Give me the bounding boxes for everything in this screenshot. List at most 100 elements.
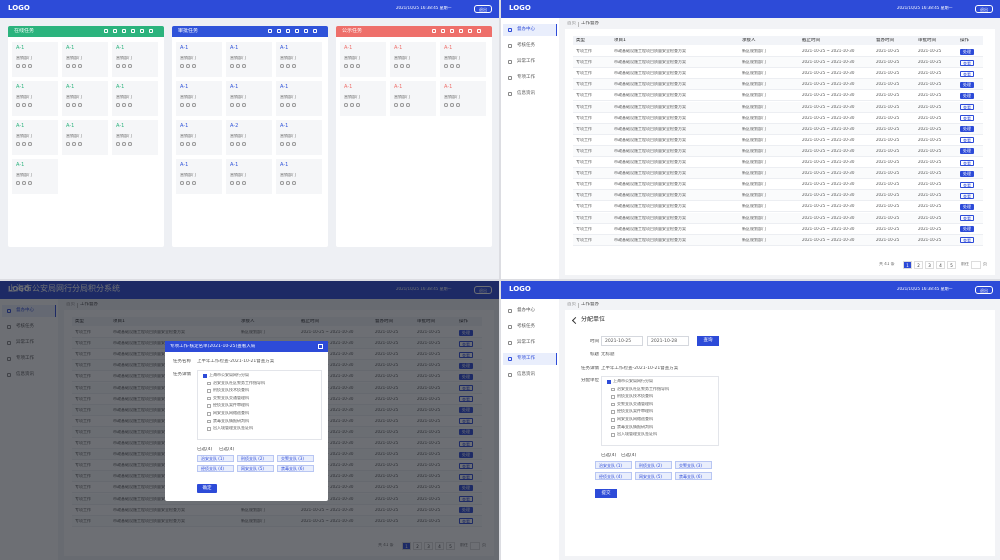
column-tool-icon[interactable]	[441, 29, 445, 33]
selected-tag[interactable]: 刑侦支队 (2)	[237, 455, 274, 462]
card-code[interactable]: A-1	[444, 45, 453, 51]
card-icon[interactable]	[236, 142, 240, 146]
card-icon[interactable]	[186, 64, 190, 68]
card-icon[interactable]	[280, 142, 284, 146]
checkbox[interactable]	[611, 395, 615, 399]
card-icon[interactable]	[394, 103, 398, 107]
card-icon[interactable]	[356, 103, 360, 107]
card-icon[interactable]	[22, 64, 26, 68]
checkbox[interactable]	[611, 410, 615, 414]
card-code[interactable]: A-1	[394, 84, 403, 90]
checkbox[interactable]	[607, 380, 611, 384]
column-tool-icon[interactable]	[122, 29, 126, 33]
menu-item[interactable]: 专项工作	[517, 75, 535, 80]
column-tool-icon[interactable]	[113, 29, 117, 33]
column-tool-icon[interactable]	[468, 29, 472, 33]
card-icon[interactable]	[456, 103, 460, 107]
checkbox[interactable]	[611, 402, 615, 407]
checkbox[interactable]	[207, 381, 211, 386]
selected-tag[interactable]: 交警支队 (3)	[675, 461, 712, 469]
card-icon[interactable]	[242, 181, 246, 185]
menu-item[interactable]: 考核任务	[517, 43, 535, 48]
checkbox[interactable]	[207, 419, 211, 424]
menu-item[interactable]: 信息资讯	[517, 91, 535, 96]
card-icon[interactable]	[28, 103, 32, 107]
row-action-button[interactable]: 查看	[960, 215, 974, 221]
checkbox[interactable]	[611, 418, 615, 422]
card-icon[interactable]	[230, 64, 234, 68]
card-icon[interactable]	[280, 64, 284, 68]
card-icon[interactable]	[180, 103, 184, 107]
card-icon[interactable]	[356, 64, 360, 68]
card-code[interactable]: A-1	[344, 45, 353, 51]
column-tool-icon[interactable]	[268, 29, 272, 33]
card-icon[interactable]	[78, 103, 82, 107]
page-button[interactable]: 1	[903, 261, 912, 269]
card-code[interactable]: A-1	[230, 162, 239, 168]
card-icon[interactable]	[122, 64, 126, 68]
card-code[interactable]: A-1	[230, 45, 239, 51]
row-action-button[interactable]: 查看	[960, 115, 974, 122]
selected-tag[interactable]: 经侦支队 (4)	[197, 465, 234, 472]
selected-tag[interactable]: 刑侦支队 (2)	[635, 461, 672, 469]
selected-tag[interactable]: 治安支队 (1)	[595, 461, 632, 469]
row-action-button[interactable]: 处理	[960, 92, 974, 99]
card-code[interactable]: A-1	[344, 84, 353, 90]
card-icon[interactable]	[72, 142, 76, 146]
card-icon[interactable]	[186, 103, 190, 107]
column-tool-icon[interactable]	[104, 29, 108, 33]
card-icon[interactable]	[186, 142, 190, 146]
selected-tag[interactable]: 网安支队 (5)	[635, 472, 672, 480]
row-action-button[interactable]: 查看	[960, 159, 974, 166]
card-code[interactable]: A-1	[280, 45, 289, 51]
row-action-button[interactable]: 查看	[960, 237, 974, 244]
card-icon[interactable]	[16, 103, 20, 107]
card-code[interactable]: A-1	[116, 123, 125, 129]
menu-item[interactable]: 异常工作	[517, 59, 535, 64]
checkbox[interactable]	[207, 404, 211, 408]
column-tool-icon[interactable]	[477, 29, 481, 33]
row-action-button[interactable]: 处理	[960, 170, 974, 177]
card-icon[interactable]	[292, 142, 296, 146]
checkbox[interactable]	[207, 412, 211, 416]
card-icon[interactable]	[406, 64, 410, 68]
card-icon[interactable]	[242, 142, 246, 146]
card-icon[interactable]	[286, 142, 290, 146]
selected-tag[interactable]: 交警支队 (3)	[277, 455, 314, 462]
card-icon[interactable]	[236, 103, 240, 107]
menu-item[interactable]: 专项工作	[503, 353, 557, 365]
row-action-button[interactable]: 处理	[960, 203, 974, 210]
card-icon[interactable]	[66, 142, 70, 146]
card-icon[interactable]	[350, 64, 354, 68]
card-icon[interactable]	[280, 103, 284, 107]
card-icon[interactable]	[286, 64, 290, 68]
checkbox[interactable]	[203, 374, 207, 378]
date-input[interactable]: 2021-10-25	[601, 336, 643, 346]
page-button[interactable]: 2	[914, 261, 923, 269]
checkbox[interactable]	[611, 425, 615, 430]
column-tool-icon[interactable]	[304, 29, 308, 33]
row-action-button[interactable]: 查看	[960, 104, 974, 110]
logout-button[interactable]: 退出	[975, 5, 993, 13]
card-icon[interactable]	[78, 142, 82, 146]
card-code[interactable]: A-1	[66, 123, 75, 129]
confirm-button[interactable]: 确定	[197, 484, 217, 493]
column-tool-icon[interactable]	[313, 29, 317, 33]
card-code[interactable]: A-1	[16, 123, 25, 129]
checkbox[interactable]	[207, 427, 211, 431]
row-action-button[interactable]: 查看	[960, 181, 974, 188]
card-icon[interactable]	[16, 142, 20, 146]
selected-tag[interactable]: 禁毒支队 (6)	[277, 465, 314, 472]
checkbox[interactable]	[611, 387, 615, 392]
logout-button[interactable]: 退出	[975, 286, 993, 294]
card-icon[interactable]	[286, 103, 290, 107]
card-icon[interactable]	[116, 64, 120, 68]
card-icon[interactable]	[292, 103, 296, 107]
card-code[interactable]: A-1	[16, 84, 25, 90]
card-icon[interactable]	[28, 142, 32, 146]
card-icon[interactable]	[72, 103, 76, 107]
card-icon[interactable]	[16, 181, 20, 185]
card-code[interactable]: A-1	[116, 84, 125, 90]
card-icon[interactable]	[22, 181, 26, 185]
column-tool-icon[interactable]	[286, 29, 290, 33]
